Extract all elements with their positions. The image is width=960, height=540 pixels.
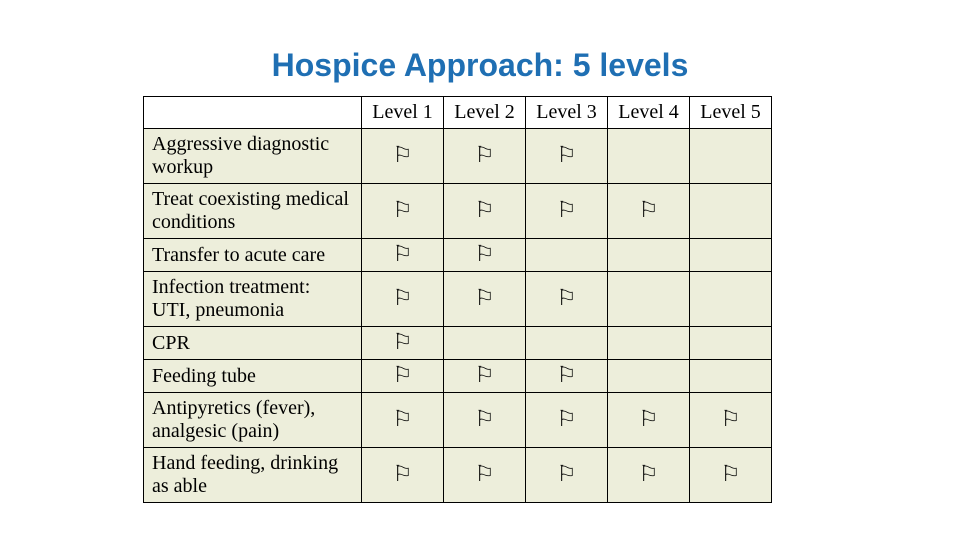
level-cell: ⚐ xyxy=(690,393,772,448)
flag-icon: ⚐ xyxy=(639,463,659,485)
level-cell xyxy=(608,360,690,393)
level-cell xyxy=(690,272,772,327)
row-header: Treat coexisting medical conditions xyxy=(144,184,362,239)
column-header: Level 2 xyxy=(444,97,526,129)
level-cell: ⚐ xyxy=(526,448,608,503)
row-header: Hand feeding, drinking as able xyxy=(144,448,362,503)
level-cell: ⚐ xyxy=(362,448,444,503)
level-cell: ⚐ xyxy=(362,239,444,272)
level-cell: ⚐ xyxy=(526,360,608,393)
flag-icon: ⚐ xyxy=(393,463,413,485)
row-header: Infection treatment: UTI, pneumonia xyxy=(144,272,362,327)
flag-icon: ⚐ xyxy=(475,463,495,485)
level-cell: ⚐ xyxy=(444,393,526,448)
level-cell xyxy=(526,327,608,360)
flag-icon: ⚐ xyxy=(557,287,577,309)
flag-icon: ⚐ xyxy=(557,463,577,485)
table-row: CPR ⚐ xyxy=(144,327,772,360)
row-header: Aggressive diagnostic workup xyxy=(144,129,362,184)
level-cell: ⚐ xyxy=(444,184,526,239)
column-header: Level 3 xyxy=(526,97,608,129)
level-cell: ⚐ xyxy=(362,129,444,184)
flag-icon: ⚐ xyxy=(393,287,413,309)
level-cell: ⚐ xyxy=(608,393,690,448)
level-cell xyxy=(526,239,608,272)
flag-icon: ⚐ xyxy=(393,144,413,166)
level-cell xyxy=(608,272,690,327)
column-header: Level 4 xyxy=(608,97,690,129)
table-row: Hand feeding, drinking as able ⚐ ⚐ ⚐ ⚐ ⚐ xyxy=(144,448,772,503)
level-cell: ⚐ xyxy=(608,184,690,239)
level-cell: ⚐ xyxy=(526,184,608,239)
flag-icon: ⚐ xyxy=(557,408,577,430)
table-row: Feeding tube ⚐ ⚐ ⚐ xyxy=(144,360,772,393)
flag-icon: ⚐ xyxy=(475,364,495,386)
level-cell: ⚐ xyxy=(444,360,526,393)
level-cell: ⚐ xyxy=(362,360,444,393)
page-title: Hospice Approach: 5 levels xyxy=(0,47,960,84)
row-header: Transfer to acute care xyxy=(144,239,362,272)
flag-icon: ⚐ xyxy=(639,408,659,430)
flag-icon: ⚐ xyxy=(475,243,495,265)
flag-icon: ⚐ xyxy=(393,243,413,265)
flag-icon: ⚐ xyxy=(721,463,741,485)
flag-icon: ⚐ xyxy=(557,144,577,166)
column-header: Level 1 xyxy=(362,97,444,129)
level-cell xyxy=(690,129,772,184)
table-row: Antipyretics (fever), analgesic (pain) ⚐ ⚐… xyxy=(144,393,772,448)
level-cell: ⚐ xyxy=(526,272,608,327)
flag-icon: ⚐ xyxy=(393,408,413,430)
table-row: Aggressive diagnostic workup ⚐ ⚐ ⚐ xyxy=(144,129,772,184)
table-corner-cell xyxy=(144,97,362,129)
row-header: Antipyretics (fever), analgesic (pain) xyxy=(144,393,362,448)
flag-icon: ⚐ xyxy=(557,199,577,221)
flag-icon: ⚐ xyxy=(475,408,495,430)
level-cell: ⚐ xyxy=(608,448,690,503)
level-cell: ⚐ xyxy=(444,272,526,327)
level-cell xyxy=(690,327,772,360)
level-cell xyxy=(690,184,772,239)
flag-icon: ⚐ xyxy=(721,408,741,430)
level-cell: ⚐ xyxy=(444,239,526,272)
level-cell: ⚐ xyxy=(362,327,444,360)
level-cell xyxy=(608,327,690,360)
flag-icon: ⚐ xyxy=(475,199,495,221)
flag-icon: ⚐ xyxy=(475,144,495,166)
flag-icon: ⚐ xyxy=(393,364,413,386)
flag-icon: ⚐ xyxy=(557,364,577,386)
level-cell xyxy=(690,360,772,393)
level-cell: ⚐ xyxy=(526,129,608,184)
level-cell xyxy=(608,129,690,184)
level-cell xyxy=(690,239,772,272)
level-cell: ⚐ xyxy=(444,448,526,503)
table-row: Infection treatment: UTI, pneumonia ⚐ ⚐ ⚐ xyxy=(144,272,772,327)
flag-icon: ⚐ xyxy=(393,199,413,221)
level-cell: ⚐ xyxy=(362,393,444,448)
row-header: CPR xyxy=(144,327,362,360)
flag-icon: ⚐ xyxy=(475,287,495,309)
flag-icon: ⚐ xyxy=(639,199,659,221)
level-cell: ⚐ xyxy=(362,184,444,239)
level-cell: ⚐ xyxy=(362,272,444,327)
level-cell: ⚐ xyxy=(444,129,526,184)
level-cell xyxy=(444,327,526,360)
level-cell xyxy=(608,239,690,272)
table-row: Treat coexisting medical conditions ⚐ ⚐ ⚐ ⚐ xyxy=(144,184,772,239)
level-cell: ⚐ xyxy=(526,393,608,448)
row-header: Feeding tube xyxy=(144,360,362,393)
levels-table: Level 1Level 2Level 3Level 4Level 5 Aggr… xyxy=(143,96,772,503)
table-row: Transfer to acute care ⚐ ⚐ xyxy=(144,239,772,272)
level-cell: ⚐ xyxy=(690,448,772,503)
flag-icon: ⚐ xyxy=(393,331,413,353)
column-header: Level 5 xyxy=(690,97,772,129)
